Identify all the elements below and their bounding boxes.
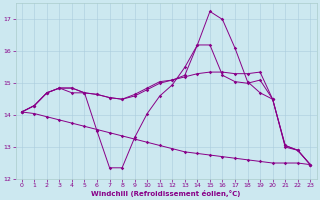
- X-axis label: Windchill (Refroidissement éolien,°C): Windchill (Refroidissement éolien,°C): [91, 190, 241, 197]
